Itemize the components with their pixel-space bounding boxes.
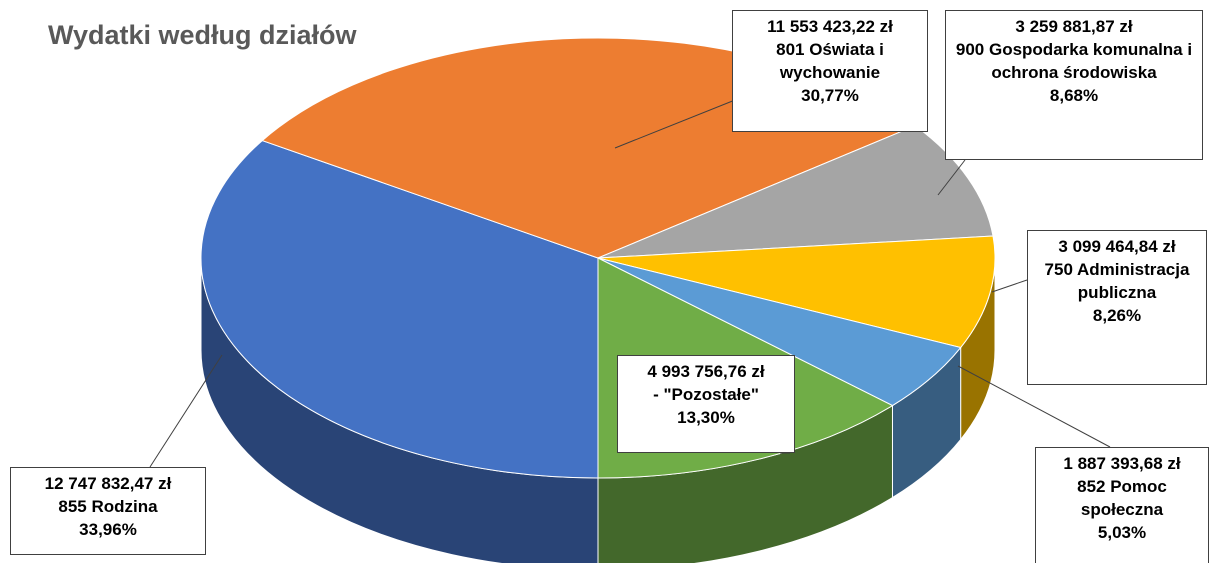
- amount-label: 1 887 393,68 zł: [1063, 454, 1181, 473]
- data-label: 1 887 393,68 zł 852 Pomoc społeczna 5,03%: [1035, 447, 1209, 563]
- slice: [597, 235, 996, 349]
- slice: [597, 125, 994, 259]
- callout-line: [957, 365, 1111, 448]
- category-label: 855 Rodzina: [58, 497, 158, 516]
- callout-line: [149, 354, 223, 468]
- percent-label: 8,26%: [1092, 306, 1142, 325]
- callout-line: [614, 99, 736, 149]
- data-label: 3 259 881,87 zł 900 Gospodarka komunalna …: [945, 10, 1203, 160]
- category-label: 750 Administracja publiczna: [1044, 260, 1190, 302]
- callout-line: [991, 279, 1028, 293]
- data-label: 3 099 464,84 zł 750 Administracja publicz…: [1027, 230, 1207, 385]
- category-label: 801 Oświata i wychowanie: [776, 40, 884, 82]
- percent-label: 8,68%: [1049, 86, 1099, 105]
- callout-line: [937, 159, 966, 196]
- amount-label: 3 259 881,87 zł: [1015, 17, 1133, 36]
- percent-label: 33,96%: [79, 520, 137, 539]
- data-label: 12 747 832,47 zł 855 Rodzina 33,96%: [10, 467, 206, 555]
- amount-label: 11 553 423,22 zł: [767, 17, 893, 36]
- amount-label: 12 747 832,47 zł: [44, 474, 172, 493]
- percent-label: 5,03%: [1097, 523, 1147, 542]
- category-label: - "Pozostałe": [653, 385, 759, 404]
- percent-label: 30,77%: [801, 86, 859, 105]
- slice: [200, 140, 599, 479]
- data-label: 11 553 423,22 zł 801 Oświata i wychowanie…: [732, 10, 928, 132]
- category-label: 900 Gospodarka komunalna i ochrona środo…: [955, 40, 1193, 82]
- category-label: 852 Pomoc społeczna: [1077, 477, 1167, 519]
- data-label: 4 993 756,76 zł - "Pozostałe" 13,30%: [617, 355, 795, 453]
- amount-label: 3 099 464,84 zł: [1058, 237, 1176, 256]
- percent-label: 13,30%: [677, 408, 735, 427]
- amount-label: 4 993 756,76 zł: [647, 362, 765, 381]
- chart-title: Wydatki według działów: [48, 20, 357, 50]
